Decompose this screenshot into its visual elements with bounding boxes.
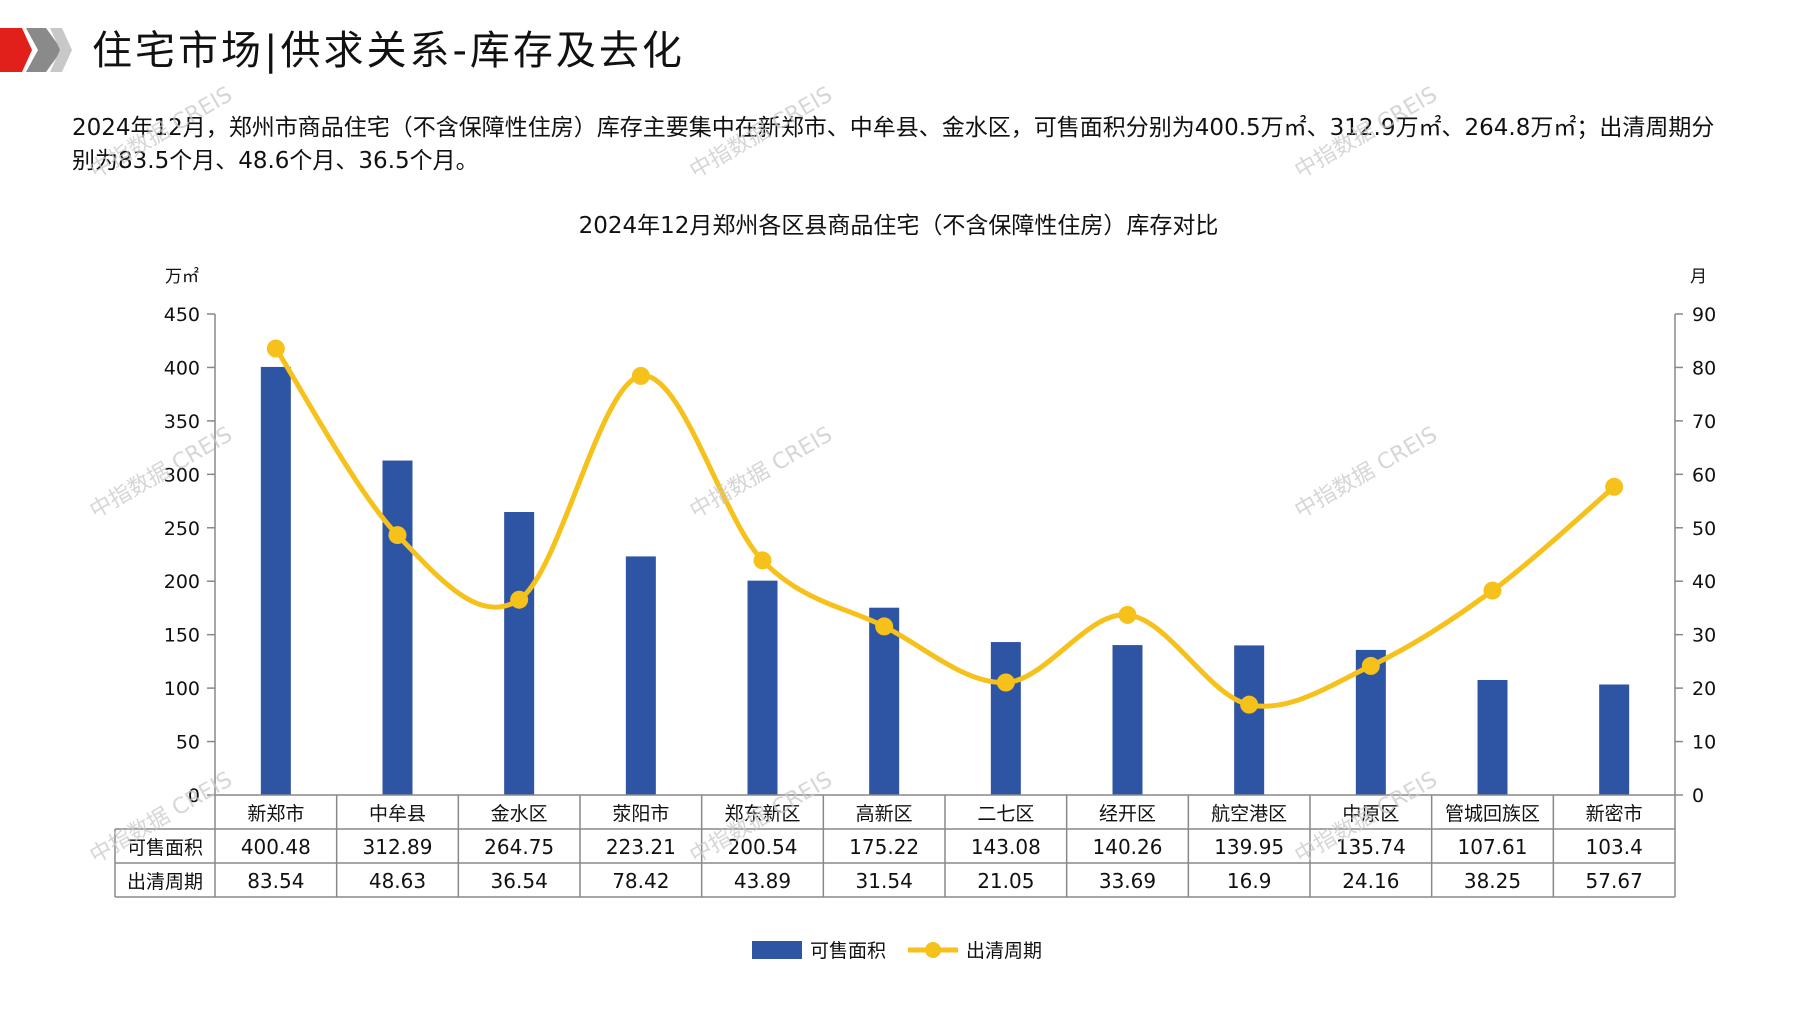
y-left-tick-label: 50 [176, 732, 200, 754]
table-cell-period: 36.54 [491, 869, 548, 893]
bar-9 [1234, 645, 1265, 795]
legend-swatch-area [752, 941, 802, 959]
y-right-tick-label: 40 [1692, 571, 1716, 593]
y-left-tick-label: 400 [164, 357, 200, 379]
category-label: 二七区 [977, 803, 1034, 825]
y-right-unit: 月 [1690, 267, 1707, 287]
bar-1 [260, 366, 291, 795]
y-right-tick-label: 50 [1692, 518, 1716, 540]
bar-3 [504, 512, 535, 795]
bar-8 [1112, 645, 1143, 795]
bar-5 [747, 580, 778, 795]
y-right-tick-label: 90 [1692, 304, 1716, 326]
table-cell-area: 135.74 [1336, 835, 1406, 859]
category-label: 郑东新区 [724, 803, 800, 825]
category-label: 高新区 [856, 803, 913, 825]
table-cell-area: 140.26 [1093, 835, 1163, 859]
line-point-5 [753, 551, 772, 570]
line-series-path [273, 347, 1616, 709]
legend-label-area: 可售面积 [810, 940, 886, 962]
y-right-tick-label: 70 [1692, 411, 1716, 433]
table-cell-area: 107.61 [1458, 835, 1528, 859]
y-right-tick-label: 30 [1692, 625, 1716, 647]
table-cell-period: 31.54 [856, 869, 913, 893]
table-cell-period: 21.05 [977, 869, 1034, 893]
table-cell-area: 139.95 [1214, 835, 1284, 859]
table-cell-area: 312.89 [363, 835, 433, 859]
line-point-3 [510, 590, 529, 609]
line-point-12 [1605, 477, 1624, 496]
line-point-11 [1483, 581, 1502, 600]
bar-11 [1477, 679, 1508, 795]
bar-12 [1599, 684, 1630, 795]
table-cell-area: 264.75 [484, 835, 554, 859]
y-left-unit: 万㎡ [165, 267, 199, 287]
brand-logo-icon [0, 28, 72, 72]
table-cell-area: 400.48 [241, 835, 311, 859]
table-cell-period: 24.16 [1342, 869, 1399, 893]
y-left-tick-label: 100 [164, 678, 200, 700]
table-cell-area: 200.54 [728, 835, 798, 859]
table-cell-period: 43.89 [734, 869, 791, 893]
y-right-tick-label: 10 [1692, 732, 1716, 754]
line-point-1 [266, 339, 285, 358]
table-cell-area: 223.21 [606, 835, 676, 859]
y-left-tick-label: 300 [164, 464, 200, 486]
category-label: 管城回族区 [1445, 803, 1540, 825]
table-cell-period: 83.54 [247, 869, 304, 893]
y-right-tick-label: 60 [1692, 464, 1716, 486]
bar-7 [990, 642, 1021, 795]
y-right-tick-label: 20 [1692, 678, 1716, 700]
line-point-6 [875, 617, 894, 636]
chart-title: 2024年12月郑州各区县商品住宅（不含保障性住房）库存对比 [578, 213, 1219, 239]
bar-2 [382, 460, 413, 795]
category-label: 经开区 [1099, 803, 1156, 825]
legend-label-period: 出清周期 [966, 940, 1042, 962]
table-cell-period: 33.69 [1099, 869, 1156, 893]
y-right-tick-label: 80 [1692, 357, 1716, 379]
category-label: 新密市 [1586, 803, 1643, 825]
legend-marker-period [925, 942, 941, 958]
table-row-header-area: 可售面积 [127, 837, 203, 859]
category-label: 荥阳市 [612, 803, 669, 825]
page-header: 住宅市场|供求关系-库存及去化 [0, 0, 1797, 90]
table-cell-period: 78.42 [612, 869, 669, 893]
y-left-tick-label: 350 [164, 411, 200, 433]
y-left-tick-label: 150 [164, 625, 200, 647]
bar-6 [869, 607, 900, 795]
line-point-10 [1361, 656, 1380, 675]
table-row-header-period: 出清周期 [127, 871, 203, 893]
line-point-4 [631, 366, 650, 385]
summary-text: 2024年12月，郑州市商品住宅（不含保障性住房）库存主要集中在新郑市、中牟县、… [72, 115, 1715, 174]
category-label: 金水区 [491, 803, 548, 825]
table-cell-area: 143.08 [971, 835, 1041, 859]
y-left-tick-label: 450 [164, 304, 200, 326]
y-right-tick-label: 0 [1692, 785, 1704, 807]
line-point-2 [388, 526, 407, 545]
page-title: 住宅市场|供求关系-库存及去化 [92, 28, 685, 74]
y-left-tick-label: 200 [164, 571, 200, 593]
table-cell-period: 38.25 [1464, 869, 1521, 893]
category-label: 中原区 [1342, 803, 1399, 825]
table-cell-area: 175.22 [849, 835, 919, 859]
category-label: 新郑市 [247, 803, 304, 825]
table-cell-period: 16.9 [1227, 869, 1272, 893]
y-left-tick-label: 250 [164, 518, 200, 540]
y-left-tick-label: 0 [188, 785, 200, 807]
line-point-8 [1118, 605, 1137, 624]
table-cell-period: 48.63 [369, 869, 426, 893]
line-point-9 [1240, 695, 1259, 714]
table-cell-period: 57.67 [1586, 869, 1643, 893]
line-point-7 [996, 673, 1015, 692]
category-label: 航空港区 [1211, 803, 1287, 825]
bar-4 [625, 556, 656, 795]
category-label: 中牟县 [369, 803, 426, 825]
table-cell-area: 103.4 [1586, 835, 1643, 859]
